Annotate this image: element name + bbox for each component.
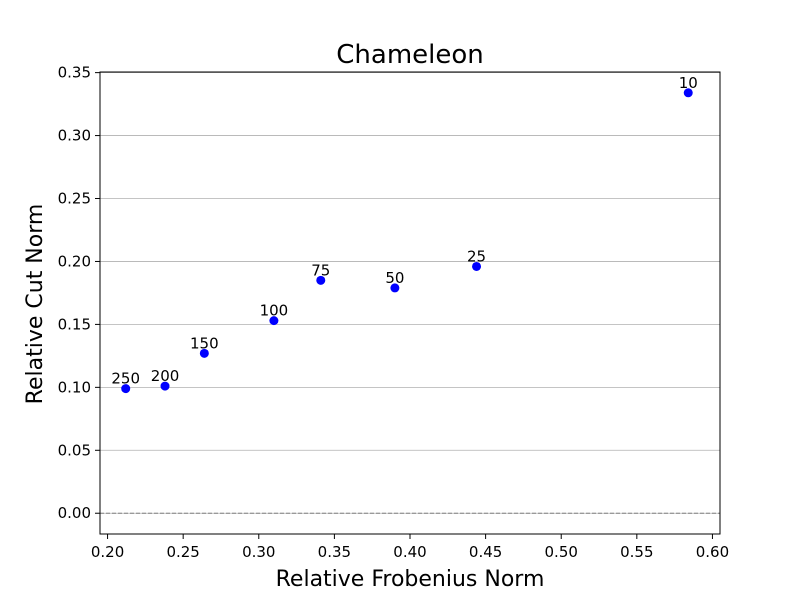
y-tick-label: 0.10 xyxy=(58,378,91,396)
grid-lines xyxy=(100,72,720,514)
x-tick-label: 0.35 xyxy=(318,543,351,561)
y-tick-label: 0.30 xyxy=(58,127,91,145)
y-tick-label: 0.25 xyxy=(58,190,91,208)
data-point xyxy=(683,88,693,98)
point-label: 250 xyxy=(111,370,140,388)
data-point xyxy=(316,275,326,285)
data-point xyxy=(472,261,482,271)
y-tick-label: 0.05 xyxy=(58,441,91,459)
point-labels: 250 200 150 100 75 50 25 10 xyxy=(111,74,697,388)
point-label: 50 xyxy=(385,269,404,287)
chart-title: Chameleon xyxy=(336,40,484,70)
point-label: 25 xyxy=(467,247,486,265)
y-tick-label: 0.15 xyxy=(58,315,91,333)
x-tick-label: 0.45 xyxy=(469,543,502,561)
x-tick-label: 0.55 xyxy=(620,543,653,561)
y-axis-ticks: 0.00 0.05 0.10 0.15 0.20 0.25 0.30 0.35 xyxy=(58,64,100,522)
data-points xyxy=(121,88,693,394)
x-tick-label: 0.25 xyxy=(166,543,199,561)
data-point xyxy=(160,381,170,391)
plot-frame xyxy=(99,71,721,535)
data-point xyxy=(390,283,400,293)
x-tick-label: 0.50 xyxy=(545,543,578,561)
data-point xyxy=(269,316,279,326)
x-tick-label: 0.40 xyxy=(393,543,426,561)
point-label: 100 xyxy=(260,302,289,320)
y-tick-label: 0.35 xyxy=(58,64,91,82)
y-tick-label: 0.00 xyxy=(58,504,91,522)
point-label: 75 xyxy=(311,261,330,279)
x-axis-ticks: 0.20 0.25 0.30 0.35 0.40 0.45 0.50 0.55 0.60 xyxy=(91,534,729,561)
point-label: 150 xyxy=(190,334,219,352)
data-point xyxy=(121,384,131,394)
point-label: 200 xyxy=(151,367,180,385)
x-tick-label: 0.20 xyxy=(91,543,124,561)
data-point xyxy=(199,348,209,358)
x-tick-label: 0.60 xyxy=(696,543,729,561)
x-axis-label: Relative Frobenius Norm xyxy=(276,567,545,592)
y-tick-label: 0.20 xyxy=(58,252,91,270)
y-axis-label: Relative Cut Norm xyxy=(23,204,48,405)
x-tick-label: 0.30 xyxy=(242,543,275,561)
point-label: 10 xyxy=(679,74,698,92)
